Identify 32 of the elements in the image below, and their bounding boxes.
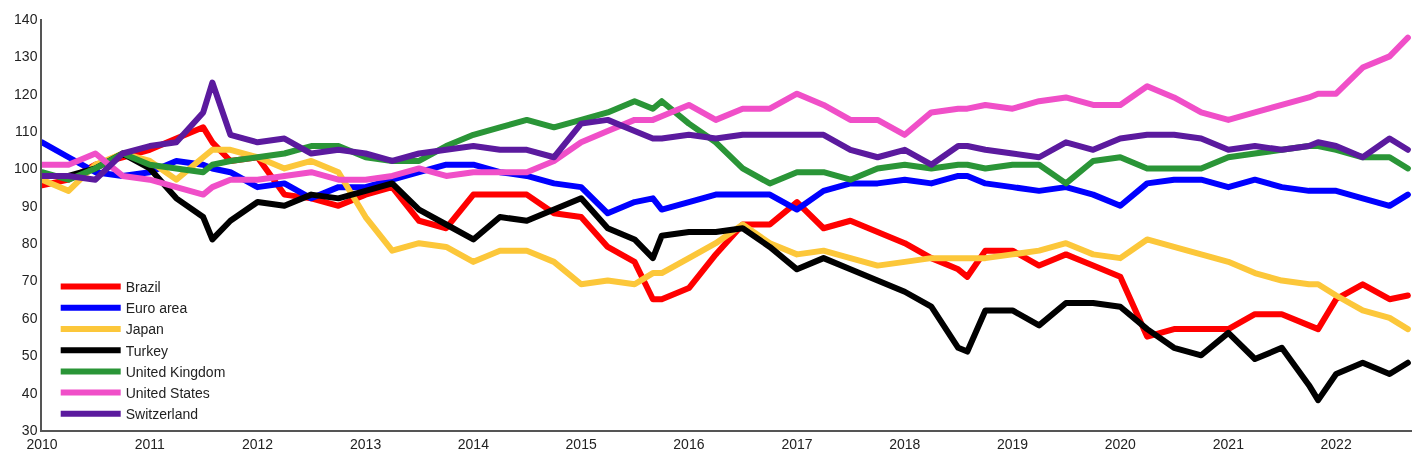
legend-label: United Kingdom <box>125 363 226 380</box>
legend-label: United States <box>125 385 210 402</box>
y-tick-label: 140 <box>14 10 38 27</box>
x-tick-label: 2017 <box>781 435 813 452</box>
legend-label: Japan <box>125 321 164 338</box>
x-tick-label: 2013 <box>350 435 382 452</box>
y-tick-label: 60 <box>21 309 38 326</box>
y-tick-label: 40 <box>21 384 38 401</box>
x-tick-label: 2020 <box>1104 435 1137 452</box>
x-tick-label: 2015 <box>565 435 597 452</box>
x-tick-label: 2012 <box>241 435 274 452</box>
y-tick-label: 50 <box>21 347 38 364</box>
x-tick-label: 2019 <box>996 435 1029 452</box>
legend-label: Turkey <box>125 342 168 359</box>
y-tick-label: 110 <box>15 122 38 139</box>
y-tick-label: 100 <box>14 160 38 177</box>
y-tick-label: 130 <box>14 48 38 65</box>
y-tick-label: 30 <box>21 421 38 438</box>
legend-label: Euro area <box>125 300 188 317</box>
x-tick-label: 2018 <box>889 435 921 452</box>
x-tick-label: 2011 <box>134 435 166 452</box>
x-tick-label: 2010 <box>26 435 58 452</box>
y-tick-label: 90 <box>21 197 38 214</box>
legend-label: Switzerland <box>125 406 199 423</box>
x-tick-label: 2016 <box>673 435 705 452</box>
legend-label: Brazil <box>125 279 161 296</box>
x-tick-label: 2014 <box>457 435 490 452</box>
y-tick-label: 70 <box>21 272 38 289</box>
y-tick-label: 80 <box>21 235 38 252</box>
x-tick-label: 2022 <box>1320 435 1352 452</box>
x-tick-label: 2021 <box>1212 435 1245 452</box>
y-tick-label: 120 <box>14 85 38 102</box>
